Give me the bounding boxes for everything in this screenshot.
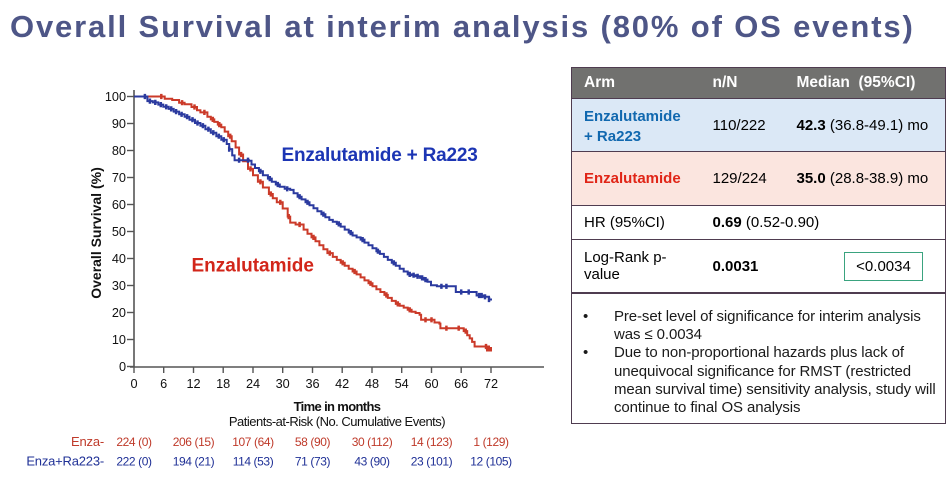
svg-text:1 (129): 1 (129) [473, 435, 509, 449]
svg-text:Time in months: Time in months [294, 399, 381, 414]
svg-text:Patients-at-Risk (No. Cumulati: Patients-at-Risk (No. Cumulative Events) [229, 414, 445, 429]
svg-text:54: 54 [395, 377, 409, 391]
svg-text:Enzalutamide + Ra223: Enzalutamide + Ra223 [282, 145, 478, 166]
svg-text:Enzalutamide: Enzalutamide [192, 256, 314, 277]
svg-text:36: 36 [305, 377, 319, 391]
svg-text:Overall Survival (%): Overall Survival (%) [88, 167, 104, 299]
svg-text:18: 18 [216, 377, 230, 391]
svg-text:30: 30 [112, 279, 126, 293]
svg-text:40: 40 [112, 252, 126, 266]
svg-text:58 (90): 58 (90) [295, 435, 331, 449]
svg-text:71 (73): 71 (73) [295, 455, 331, 469]
svg-text:30: 30 [276, 377, 290, 391]
svg-text:6: 6 [160, 377, 167, 391]
svg-text:90: 90 [112, 117, 126, 131]
svg-text:50: 50 [112, 225, 126, 239]
svg-text:43 (90): 43 (90) [354, 455, 390, 469]
svg-text:14 (123): 14 (123) [411, 435, 453, 449]
svg-text:20: 20 [112, 306, 126, 320]
svg-text:66: 66 [454, 377, 468, 391]
svg-text:Enza-: Enza- [71, 434, 104, 449]
svg-text:60: 60 [112, 198, 126, 212]
svg-text:60: 60 [424, 377, 438, 391]
svg-text:12: 12 [186, 377, 200, 391]
svg-text:222 (0): 222 (0) [116, 455, 152, 469]
svg-text:Enza+Ra223-: Enza+Ra223- [26, 454, 104, 469]
svg-text:206 (15): 206 (15) [173, 435, 215, 449]
svg-text:12 (105): 12 (105) [470, 455, 512, 469]
svg-text:100: 100 [105, 90, 126, 104]
svg-text:0: 0 [119, 360, 126, 374]
svg-text:10: 10 [112, 333, 126, 347]
svg-text:70: 70 [112, 171, 126, 185]
svg-text:80: 80 [112, 144, 126, 158]
svg-text:224 (0): 224 (0) [116, 435, 152, 449]
svg-text:24: 24 [246, 377, 260, 391]
svg-text:114 (53): 114 (53) [233, 455, 274, 469]
svg-text:0: 0 [130, 377, 137, 391]
svg-text:194 (21): 194 (21) [173, 455, 215, 469]
svg-text:23 (101): 23 (101) [411, 455, 453, 469]
svg-text:48: 48 [365, 377, 379, 391]
svg-text:72: 72 [484, 377, 498, 391]
svg-text:42: 42 [335, 377, 349, 391]
svg-text:30 (112): 30 (112) [352, 435, 393, 449]
svg-text:107 (64): 107 (64) [232, 435, 274, 449]
